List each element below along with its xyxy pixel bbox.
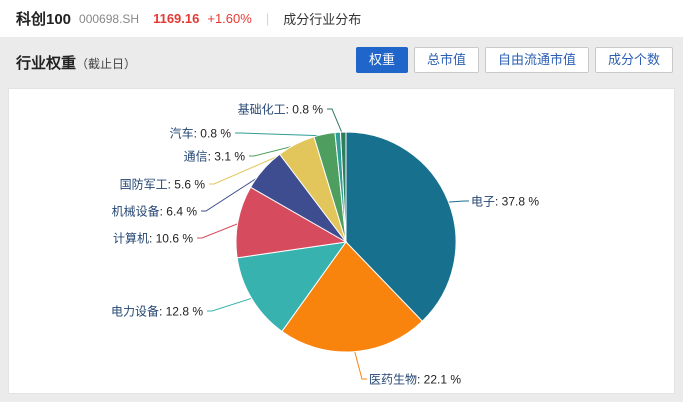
section-title-text: 行业权重 xyxy=(16,55,77,72)
index-name: 科创100 xyxy=(16,11,72,28)
pie-slice-2[interactable] xyxy=(236,241,348,333)
view-tabs: 权重 总市值 自由流通市值 成分个数 xyxy=(355,47,673,73)
pie-slice-0[interactable] xyxy=(345,131,457,322)
section-row: 行业权重（截止日） 权重 总市值 自由流通市值 成分个数 xyxy=(0,44,683,78)
pie-label-line-1 xyxy=(353,347,367,380)
tab-constituent-count[interactable]: 成分个数 xyxy=(594,47,673,73)
section-title-suffix: （截止日） xyxy=(76,57,137,71)
index-change-percent: +1.60% xyxy=(207,11,252,26)
index-code: 000698.SH xyxy=(79,11,140,26)
index-price: 1169.16 xyxy=(153,11,200,26)
pie-label-line-5 xyxy=(209,147,299,185)
pie-label-line-7 xyxy=(235,132,339,137)
pie-slice-3[interactable] xyxy=(235,186,348,259)
pie-label-line-0 xyxy=(444,200,469,203)
nav-sector-distribution[interactable]: 成分行业分布 xyxy=(283,12,362,27)
pie-slice-1[interactable] xyxy=(281,241,424,353)
section-title: 行业权重（截止日） xyxy=(16,52,136,73)
pie-slice-8[interactable] xyxy=(339,131,347,243)
pie-chart-card: 电子: 37.8 % 医药生物: 22.1 % 电力设备: 12.8 % 计算机: 1… xyxy=(8,88,675,394)
header-divider: | xyxy=(265,11,270,26)
tab-total-market-cap[interactable]: 总市值 xyxy=(413,47,479,73)
pie-label-line-3 xyxy=(197,221,243,239)
tab-free-float-market-cap[interactable]: 自由流通市值 xyxy=(484,47,589,73)
top-header: 科创100 000698.SH 1169.16 +1.60% | 成分行业分布 xyxy=(0,0,683,37)
pie-label-line-2 xyxy=(207,296,256,312)
pie-label-line-8 xyxy=(327,108,344,137)
tab-weight[interactable]: 权重 xyxy=(355,47,408,73)
pie-label-line-4 xyxy=(201,171,267,212)
pie-chart xyxy=(197,108,469,380)
